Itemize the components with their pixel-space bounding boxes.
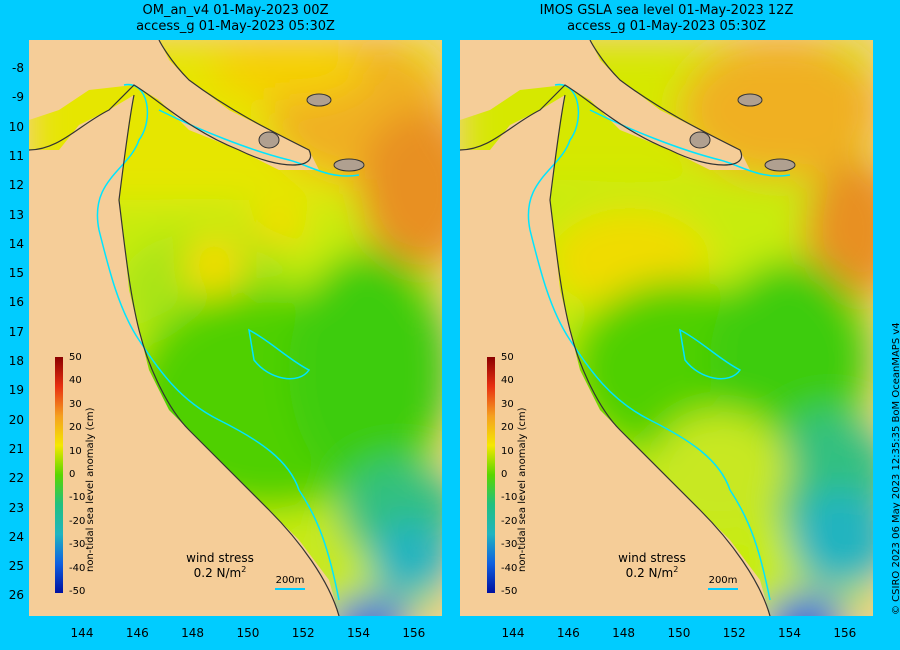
coastline <box>29 40 340 616</box>
left-title-line1: OM_an_v4 01-May-2023 00Z <box>142 3 329 18</box>
colorbar-tick-label: 40 <box>69 375 82 387</box>
colorbar-tick-label: -40 <box>69 562 86 574</box>
colorbar-tick-label: -30 <box>501 539 518 551</box>
coastline <box>460 40 771 616</box>
lat-tick-label: 10 <box>8 119 24 134</box>
right-panel-title: IMOS GSLA sea level 01-May-2023 12Z acce… <box>460 3 873 35</box>
lon-tick-label: 156 <box>833 626 857 640</box>
left-depth-contour-line <box>275 588 305 590</box>
left-wind-legend: wind stress 0.2 N/m2 <box>170 551 270 580</box>
colorbar-tick-label: 50 <box>69 352 82 363</box>
left-map-svg <box>29 40 442 616</box>
colorbar-gradient <box>55 357 63 593</box>
colorbar-tick-label: 10 <box>69 445 82 457</box>
lon-tick-label: 148 <box>181 626 205 640</box>
colorbar-tick-label: 30 <box>501 398 514 410</box>
credit-text: © CSIRO 2023 06 May 2023 12:35:35 BoM Oc… <box>891 322 900 615</box>
lon-tick-label: 152 <box>291 626 315 640</box>
colorbar-tick-label: -20 <box>501 515 518 527</box>
lat-tick-label: -8 <box>12 61 24 75</box>
colorbar-tick-label: 50 <box>501 352 514 363</box>
colorbar-tick-label: 20 <box>501 422 514 434</box>
colorbar-tick-label: 30 <box>69 398 82 410</box>
colorbar-tick-label: -50 <box>69 586 86 597</box>
colorbar-gradient <box>487 357 495 593</box>
wind-legend-value: 0.2 N/m2 <box>193 565 247 580</box>
colorbar-tick-label: -50 <box>501 586 518 597</box>
lat-tick-label: 19 <box>8 383 24 398</box>
left-colorbar: 50 40 30 20 10 0 -10 -20 -30 -40 -50 non-tidal sea… <box>53 352 113 597</box>
lat-tick-label: 18 <box>8 354 24 368</box>
right-wind-legend: wind stress 0.2 N/m2 <box>602 551 702 580</box>
lon-tick-label: 146 <box>125 626 149 640</box>
colorbar-tick-label: 10 <box>501 445 514 457</box>
lat-tick-label: 26 <box>8 588 24 603</box>
lat-tick-label: 17 <box>8 324 24 339</box>
wind-legend-label: wind stress <box>618 551 686 565</box>
lat-tick-label: 23 <box>8 500 24 515</box>
lat-tick-label: 14 <box>8 236 24 251</box>
right-depth-contour-line <box>708 588 738 590</box>
lon-tick-label: 144 <box>501 626 525 640</box>
islands <box>258 93 365 172</box>
right-colorbar: 50 40 30 20 10 0 -10 -20 -30 -40 -50 non-tidal sea… <box>485 352 545 597</box>
colorbar-tick-label: -40 <box>501 562 518 574</box>
wind-legend-value: 0.2 N/m2 <box>625 565 679 580</box>
colorbar-tick-label: 20 <box>69 422 82 434</box>
lat-tick-label: 24 <box>8 529 24 544</box>
wind-legend-label: wind stress <box>186 551 254 565</box>
lat-tick-label: 22 <box>8 471 24 486</box>
lon-tick-label: 152 <box>722 626 746 640</box>
left-map-panel <box>29 40 442 616</box>
colorbar-tick-label: 0 <box>501 469 508 480</box>
right-title-line1: IMOS GSLA sea level 01-May-2023 12Z <box>539 3 794 18</box>
colorbar-tick-label: -30 <box>69 539 86 551</box>
lon-tick-label: 146 <box>556 626 580 640</box>
lon-tick-label: 148 <box>612 626 636 640</box>
lat-tick-label: -9 <box>12 90 24 105</box>
lon-tick-label: 154 <box>778 626 801 640</box>
lon-tick-label: 144 <box>70 626 94 640</box>
lon-tick-label: 150 <box>236 626 260 640</box>
right-title-line2: access_g 01-May-2023 05:30Z <box>567 19 766 34</box>
lat-tick-label: 16 <box>8 295 24 310</box>
right-map-panel <box>460 40 873 616</box>
colorbar-tick-label: -10 <box>501 492 518 504</box>
left-panel-title: OM_an_v4 01-May-2023 00Z access_g 01-May… <box>29 3 442 35</box>
lat-tick-label: 13 <box>8 207 24 222</box>
lon-tick-label: 156 <box>402 626 426 640</box>
left-title-line2: access_g 01-May-2023 05:30Z <box>136 19 335 34</box>
colorbar-tick-label: -10 <box>69 492 86 504</box>
sea-level-field <box>29 40 442 616</box>
lat-tick-label: 20 <box>8 412 24 427</box>
lat-tick-label: 15 <box>8 266 24 281</box>
lat-tick-label: 11 <box>8 148 24 163</box>
left-depth-contour-label: 200m <box>275 575 305 586</box>
colorbar-tick-label: 40 <box>501 375 514 387</box>
colorbar-tick-label: 0 <box>69 469 76 480</box>
right-map-svg <box>460 40 873 616</box>
right-depth-contour-label: 200m <box>708 575 738 586</box>
lat-tick-label: 21 <box>8 441 24 456</box>
lon-tick-label: 154 <box>347 626 370 640</box>
lat-tick-label: 25 <box>8 559 24 574</box>
colorbar-label: non-tidal sea level anomaly (cm) <box>517 407 528 572</box>
islands <box>689 93 796 172</box>
lon-tick-label: 150 <box>667 626 691 640</box>
colorbar-label: non-tidal sea level anomaly (cm) <box>85 407 96 572</box>
colorbar-tick-label: -20 <box>69 515 86 527</box>
lat-tick-label: 12 <box>8 178 24 193</box>
